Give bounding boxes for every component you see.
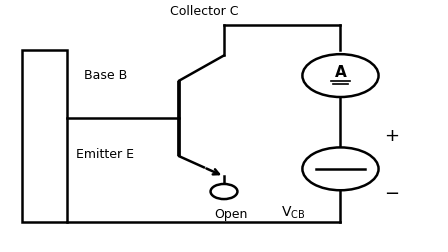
Text: Open: Open (214, 208, 247, 221)
Text: V$_{\mathregular{CB}}$: V$_{\mathregular{CB}}$ (281, 205, 306, 221)
Text: Collector C: Collector C (170, 5, 239, 18)
Bar (22, 50, 67, 222)
Circle shape (211, 184, 237, 199)
Text: −: − (384, 185, 400, 203)
Text: A: A (335, 65, 346, 80)
Text: Emitter E: Emitter E (77, 148, 134, 162)
Circle shape (302, 147, 379, 190)
Text: +: + (384, 127, 400, 145)
Circle shape (302, 54, 379, 97)
Text: Base B: Base B (84, 69, 128, 82)
